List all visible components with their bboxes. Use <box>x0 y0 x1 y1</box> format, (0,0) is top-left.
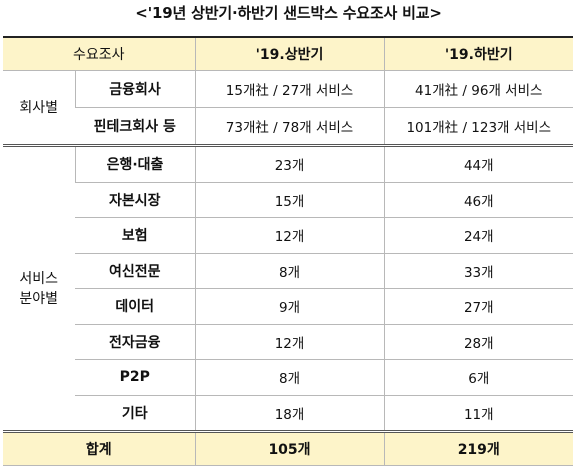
total-first-half: 105개 <box>194 430 384 466</box>
table-row: 자본시장 15개 46개 <box>3 182 573 218</box>
table-title: <'19년 상반기·하반기 샌드박스 수요조사 비교> <box>135 4 442 22</box>
cell-first-half: 15개社 / 27개 서비스 <box>194 70 384 108</box>
cell-second-half: 24개 <box>383 217 573 254</box>
row-label: 금융회사 <box>74 70 195 108</box>
service-group-label-line1: 서비스 <box>19 270 59 287</box>
cell-first-half: 8개 <box>194 253 384 289</box>
cell-first-half: 18개 <box>194 395 384 432</box>
row-label: 데이터 <box>75 288 195 325</box>
cell-second-half: 28개 <box>383 324 573 360</box>
row-label: 핀테크회사 등 <box>75 107 195 146</box>
cell-first-half: 9개 <box>194 288 384 325</box>
table-row: P2P 8개 6개 <box>3 359 573 396</box>
service-group-label: 서비스 분야별 <box>3 144 75 432</box>
row-label: 기타 <box>75 395 195 432</box>
cell-first-half: 8개 <box>194 359 384 396</box>
service-group-label-line2: 분야별 <box>19 290 59 307</box>
table-row: 전자금융 12개 28개 <box>3 324 573 360</box>
table-row: 회사별 금융회사 15개社 / 27개 서비스 41개社 / 96개 서비스 <box>3 70 573 146</box>
row-label: 보험 <box>75 217 195 254</box>
survey-comparison-table: 수요조사 '19.상반기 '19.하반기 회사별 금융회사 15개社 / 27개… <box>3 36 573 466</box>
cell-first-half: 15개 <box>194 182 384 218</box>
cell-first-half: 12개 <box>194 324 384 360</box>
cell-first-half: 23개 <box>194 144 384 183</box>
cell-first-half: 12개 <box>194 217 384 254</box>
cell-second-half: 44개 <box>383 144 573 183</box>
total-row: 합계 105개 219개 <box>3 430 573 466</box>
cell-first-half: 73개社 / 78개 서비스 <box>194 107 384 146</box>
cell-second-half: 101개社 / 123개 서비스 <box>383 107 573 146</box>
header-first-half: '19.상반기 <box>194 36 384 71</box>
header-second-half: '19.하반기 <box>383 36 573 71</box>
total-label: 합계 <box>3 430 195 466</box>
table-row: 서비스 분야별 은행·대출 23개 44개 <box>3 144 573 432</box>
cell-second-half: 6개 <box>383 359 573 396</box>
cell-second-half: 41개社 / 96개 서비스 <box>383 70 573 108</box>
table-row: 데이터 9개 27개 <box>3 288 573 325</box>
row-label: 자본시장 <box>75 182 195 218</box>
cell-second-half: 33개 <box>383 253 573 289</box>
table-row: 핀테크회사 등 73개社 / 78개 서비스 101개社 / 123개 서비스 <box>3 107 573 146</box>
row-label: P2P <box>75 359 195 396</box>
row-label: 은행·대출 <box>74 144 195 183</box>
table-row: 여신전문 8개 33개 <box>3 253 573 289</box>
total-second-half: 219개 <box>383 430 573 466</box>
cell-second-half: 27개 <box>383 288 573 325</box>
row-label: 여신전문 <box>75 253 195 289</box>
cell-second-half: 11개 <box>383 395 573 432</box>
row-label: 전자금융 <box>75 324 195 360</box>
table-row: 기타 18개 11개 <box>3 395 573 432</box>
table-row: 보험 12개 24개 <box>3 217 573 254</box>
header-survey-label: 수요조사 <box>3 36 195 71</box>
cell-second-half: 46개 <box>383 182 573 218</box>
company-group-label: 회사별 <box>3 70 75 146</box>
header-row: 수요조사 '19.상반기 '19.하반기 <box>3 36 573 71</box>
